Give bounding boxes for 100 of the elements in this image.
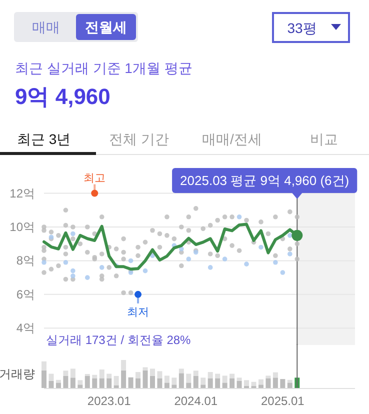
bar [114, 385, 119, 388]
bar [193, 376, 198, 388]
bar [215, 374, 220, 378]
text: 33평 [287, 20, 317, 36]
point [273, 260, 278, 265]
text: 매매 [32, 19, 60, 35]
bar [236, 378, 242, 381]
bar [142, 367, 148, 370]
point [70, 231, 76, 236]
point [288, 233, 292, 238]
y-axis-title: 거래량 [0, 367, 35, 381]
bar [258, 379, 264, 385]
point [70, 268, 76, 274]
text: 9억 4,960 [15, 84, 110, 109]
y-tick-label: 10억 [10, 220, 35, 234]
point [186, 256, 192, 262]
bar [84, 376, 90, 388]
bar [42, 361, 46, 370]
point [91, 190, 98, 197]
text: 최근 실거래 기준 1개월 평균 [15, 60, 192, 76]
point [128, 258, 134, 264]
bar [208, 378, 213, 388]
text: 매매/전세 [202, 131, 262, 147]
point [70, 273, 76, 278]
bar [172, 378, 177, 385]
x-tick-label: 2025.01 [260, 394, 305, 408]
bar [251, 382, 256, 386]
bar [244, 380, 250, 386]
text: 비교 [310, 131, 338, 147]
point [99, 265, 104, 270]
bar [266, 376, 271, 378]
bar [200, 384, 206, 388]
bar [42, 370, 46, 388]
y-tick-label: 4억 [16, 321, 35, 336]
bar [128, 377, 134, 388]
bar [258, 384, 264, 388]
point [236, 214, 242, 220]
bar [78, 384, 83, 388]
annotation: 2025.03 평균 9억 4,960 (6건) [180, 173, 350, 188]
bar [186, 374, 192, 383]
point [63, 260, 68, 265]
bar [48, 381, 54, 388]
bar [114, 376, 119, 386]
bar [280, 379, 286, 388]
bar [56, 382, 61, 388]
bar [63, 370, 68, 376]
point [244, 262, 249, 266]
bar [193, 370, 198, 376]
bar [142, 370, 148, 388]
annotation: 최고 [84, 172, 106, 184]
bar [157, 371, 162, 378]
bar [63, 376, 68, 388]
bar [200, 378, 206, 385]
bar [178, 373, 184, 388]
bar [230, 378, 235, 388]
bar [150, 368, 155, 376]
bar [92, 378, 98, 388]
bar [157, 378, 162, 388]
y-tick-label: 12억 [10, 186, 35, 200]
bar [106, 374, 112, 378]
point [42, 260, 46, 265]
bar [208, 372, 213, 378]
bar [78, 380, 83, 385]
text: 전월세 [85, 19, 127, 35]
y-tick-label: 6억 [16, 287, 35, 302]
point [280, 270, 286, 275]
bar [92, 374, 98, 378]
text: 최근 3년 [17, 131, 71, 147]
bar [136, 378, 141, 388]
bar [164, 382, 170, 388]
point [222, 256, 228, 262]
text: 전체 기간 [109, 131, 169, 147]
bar [186, 382, 192, 388]
point [208, 265, 213, 270]
bar [99, 370, 104, 378]
bar [272, 378, 278, 388]
bar [106, 378, 112, 388]
bar [164, 376, 170, 383]
bar [121, 360, 126, 370]
bar [266, 378, 271, 388]
y-tick-label: 8억 [16, 254, 35, 268]
bar [136, 372, 141, 378]
annotation: 실거래 173건 / 회전율 28% [46, 333, 192, 347]
bar [172, 384, 177, 388]
bar [222, 376, 228, 383]
bar [178, 368, 184, 374]
bar [230, 374, 235, 378]
point [84, 275, 90, 280]
bar [48, 374, 54, 381]
bar [99, 378, 104, 388]
bar [70, 368, 76, 378]
bar [272, 372, 278, 378]
bar [70, 378, 76, 388]
bar [150, 376, 155, 388]
point [142, 268, 148, 274]
point [258, 244, 264, 250]
point [292, 230, 303, 241]
bar [215, 378, 220, 388]
point [288, 252, 292, 256]
point [134, 290, 142, 298]
